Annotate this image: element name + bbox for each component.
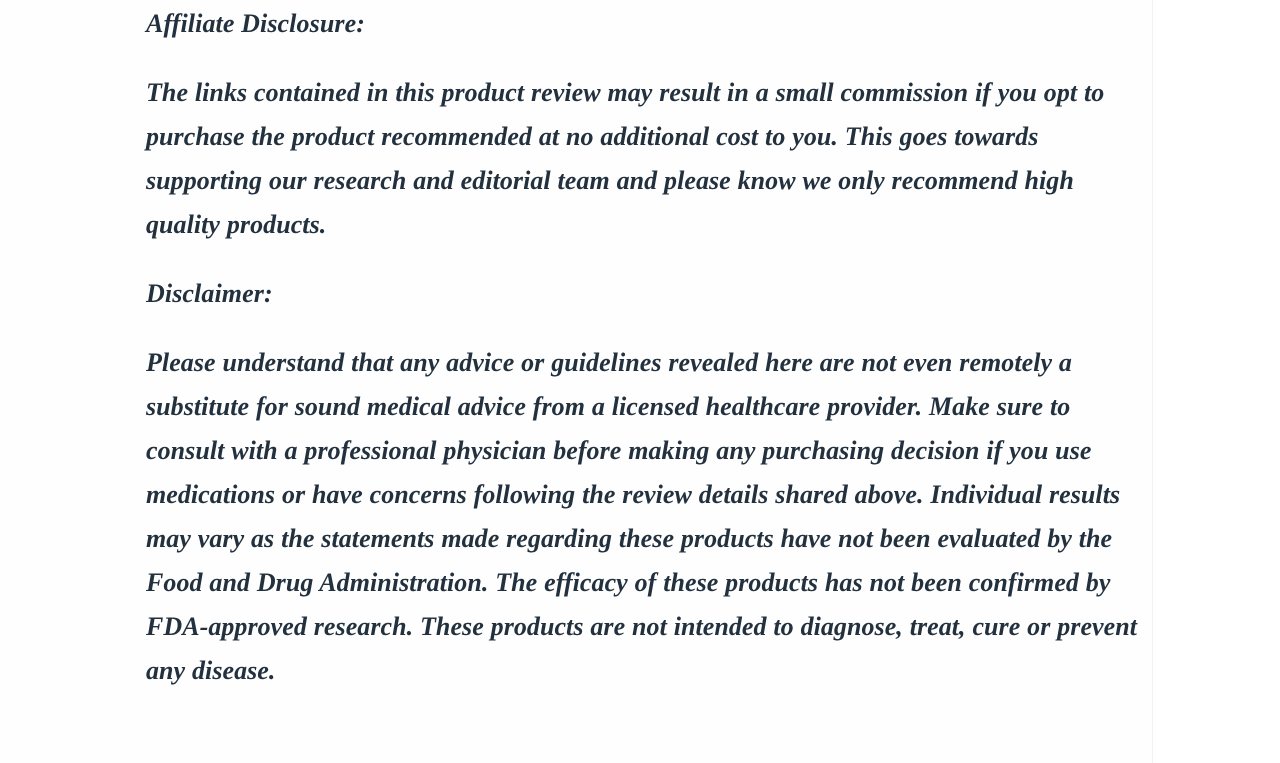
article-column: Affiliate Disclosure: The links containe… [146, 0, 1153, 763]
article-body: Affiliate Disclosure: The links containe… [146, 0, 1148, 693]
disclaimer-heading: Disclaimer: [146, 279, 273, 308]
disclaimer-paragraph: Please understand that any advice or gui… [146, 348, 1138, 685]
affiliate-disclosure-paragraph: The links contained in this product revi… [146, 78, 1105, 239]
affiliate-disclosure-heading: Affiliate Disclosure: [146, 9, 365, 38]
